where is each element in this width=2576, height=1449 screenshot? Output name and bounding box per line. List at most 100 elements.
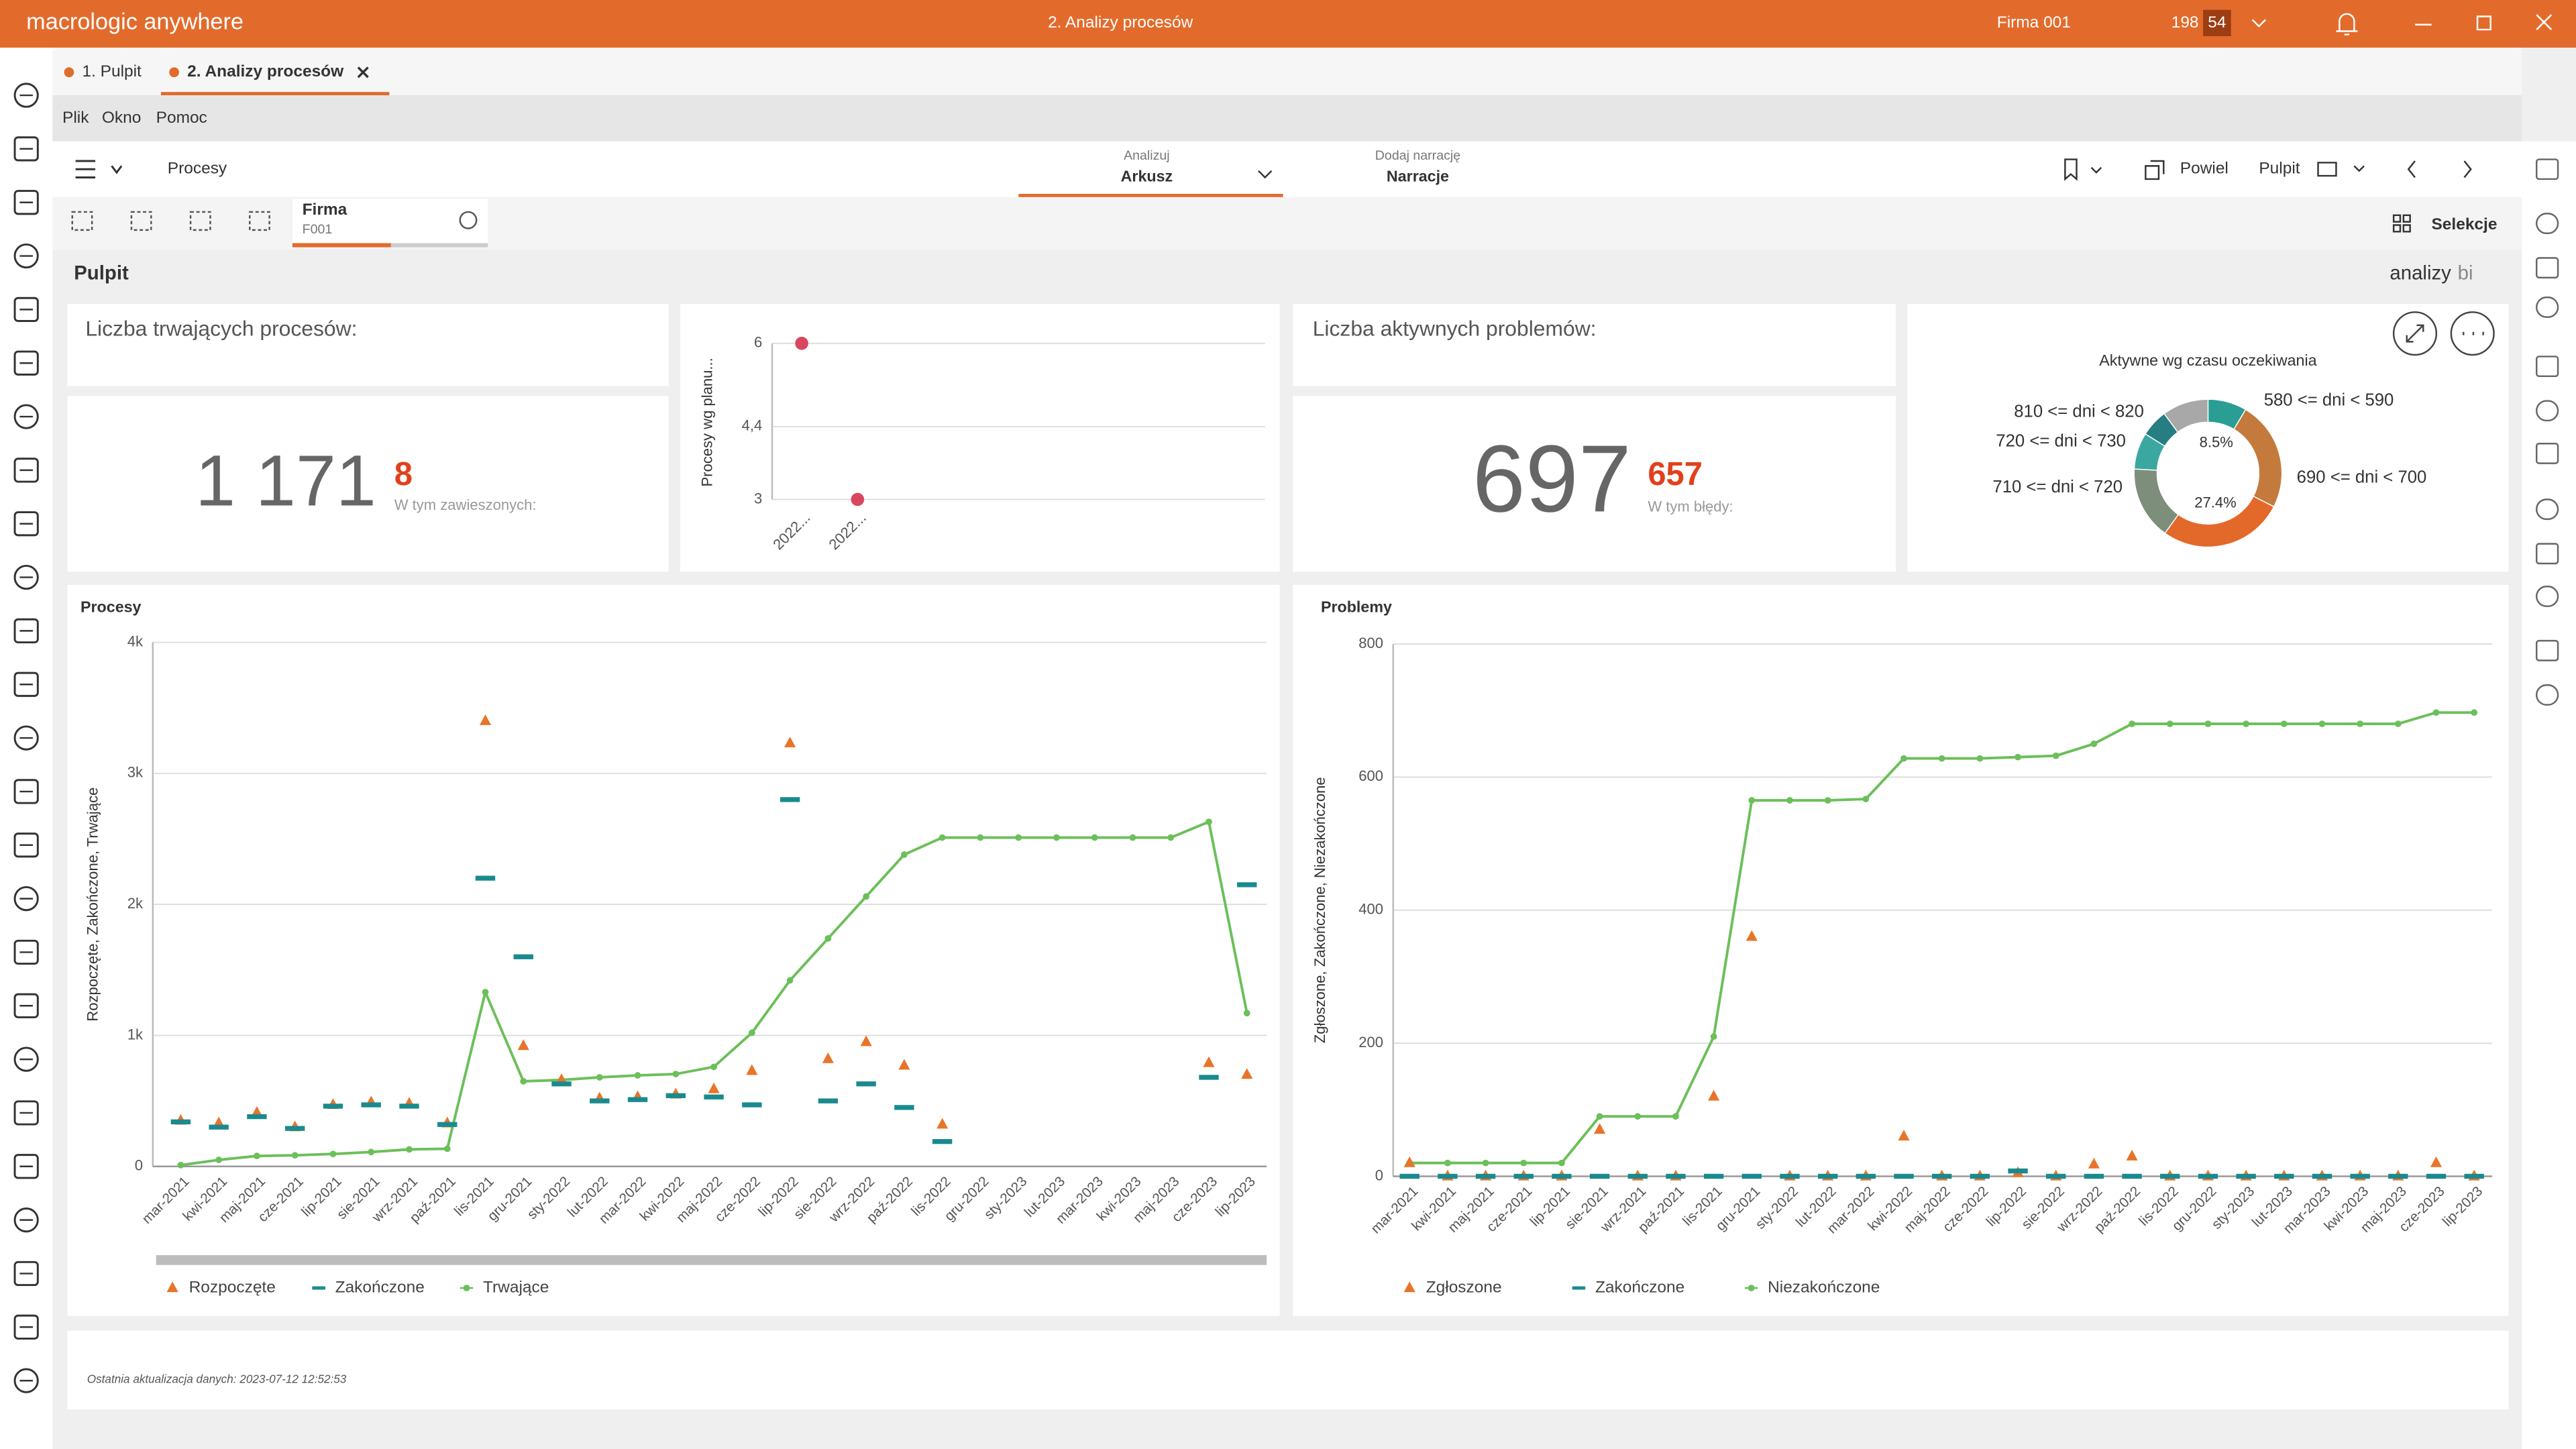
line-point: [1824, 797, 1831, 804]
line-point: [443, 1145, 451, 1152]
menu-item[interactable]: Pomoc: [156, 109, 207, 127]
tab[interactable]: 1. Pulpit: [82, 62, 142, 80]
nav-icon[interactable]: [13, 190, 39, 215]
dash-marker: [1438, 1173, 1458, 1179]
line-point: [1596, 1113, 1603, 1120]
line-point: [1520, 1159, 1527, 1167]
filter-tool[interactable]: [189, 211, 211, 231]
nav-icon[interactable]: [13, 511, 39, 537]
nav-icon[interactable]: [13, 993, 39, 1018]
filter-tool[interactable]: [130, 211, 152, 231]
nav-icon[interactable]: [13, 83, 39, 108]
line-point: [2204, 720, 2212, 727]
nav-icon[interactable]: [13, 833, 39, 858]
nav-icon[interactable]: [13, 404, 39, 429]
kpi-sub-value: 8: [394, 456, 413, 492]
dropdown[interactable]: [2251, 19, 2267, 28]
filter-box[interactable]: [292, 199, 488, 247]
filter-tool[interactable]: [249, 211, 270, 231]
dash-marker: [2160, 1173, 2180, 1179]
window-controls[interactable]: [2415, 14, 2553, 31]
nav-icon[interactable]: [13, 1154, 39, 1179]
line-point: [520, 1077, 527, 1085]
duplicate-icon[interactable]: [2145, 160, 2165, 180]
nav-icon[interactable]: [13, 885, 39, 912]
nav-icons[interactable]: [2317, 160, 2472, 178]
scrollbar[interactable]: [156, 1255, 1267, 1265]
tab-close[interactable]: [357, 66, 369, 78]
selections[interactable]: Selekcje: [2431, 215, 2497, 233]
selections-icon[interactable]: [2392, 214, 2411, 233]
tool-icon[interactable]: [2536, 257, 2559, 279]
dash-marker: [2236, 1173, 2256, 1179]
menu-item[interactable]: Plik: [62, 109, 89, 127]
tool-icon[interactable]: [2536, 543, 2559, 565]
nav-icon[interactable]: [13, 243, 39, 269]
tool-icon[interactable]: [2536, 586, 2559, 607]
tool-icon[interactable]: [2536, 639, 2559, 661]
kpi-title: Liczba trwających procesów:: [85, 317, 357, 341]
dropdown[interactable]: [1258, 170, 1273, 179]
left-sidebar: [0, 48, 53, 1449]
nav-icon[interactable]: [13, 779, 39, 804]
dash-marker: [932, 1138, 953, 1144]
nav-icon[interactable]: [13, 1046, 39, 1072]
tool-icon[interactable]: [2536, 443, 2559, 464]
line-point: [2015, 753, 2021, 761]
nav-icon[interactable]: [13, 1314, 39, 1340]
duplicate[interactable]: Powiel: [2180, 160, 2229, 178]
nav-icon[interactable]: [13, 297, 39, 322]
nav-icon[interactable]: [13, 136, 39, 162]
company[interactable]: Firma 001: [1997, 13, 2071, 32]
line-point: [2357, 720, 2364, 727]
tool-icon[interactable]: [2536, 356, 2559, 378]
dash-marker: [2312, 1173, 2332, 1179]
dash-marker: [704, 1094, 724, 1099]
window-title: 2. Analizy procesów: [1048, 13, 1193, 32]
nav-icon[interactable]: [13, 350, 39, 376]
filter-tool[interactable]: [71, 211, 93, 231]
dash-marker: [1932, 1173, 1952, 1179]
triangle-marker: [1241, 1068, 1253, 1079]
tab[interactable]: 2. Analizy procesów: [187, 62, 344, 80]
nav-icon[interactable]: [13, 564, 39, 590]
tool-icon[interactable]: [2536, 297, 2559, 318]
dash-marker: [1817, 1173, 1838, 1179]
legend-label: Niezakończone: [1768, 1278, 1880, 1296]
line-point: [2280, 720, 2288, 727]
nav-icon[interactable]: [13, 1368, 39, 1393]
legend-marker: [166, 1281, 178, 1293]
nav-icon[interactable]: [13, 1100, 39, 1126]
triangle-marker: [251, 1106, 263, 1117]
nav-icon[interactable]: [13, 1260, 39, 1287]
y-tick-label: 0: [135, 1157, 143, 1174]
page-title: Pulpit: [74, 262, 129, 284]
bookmark[interactable]: [2064, 158, 2102, 181]
dash-marker: [2198, 1173, 2218, 1179]
bell[interactable]: [2336, 13, 2358, 36]
nav-icon[interactable]: [13, 725, 39, 751]
nav-icon[interactable]: [13, 618, 39, 644]
narration-value[interactable]: Narracje: [1387, 168, 1449, 185]
y-axis-label: Zgłoszone, Zakończone, Niezakończone: [1311, 777, 1328, 1043]
line-point: [1167, 834, 1175, 841]
legend-label: Zakończone: [1595, 1278, 1684, 1296]
nav-icon[interactable]: [13, 1207, 39, 1233]
menu-item[interactable]: Okno: [102, 109, 141, 127]
nav-icon[interactable]: [13, 458, 39, 483]
tool-icon[interactable]: [2536, 158, 2559, 180]
dash-marker: [2046, 1173, 2066, 1179]
hamburger[interactable]: [75, 160, 123, 178]
dashboard-button[interactable]: Pulpit: [2259, 160, 2300, 178]
tool-icon[interactable]: [2536, 400, 2559, 422]
tool-icon[interactable]: [2536, 213, 2559, 234]
analyze-label: Analizuj: [1124, 148, 1170, 163]
tool-icon[interactable]: [2536, 684, 2559, 706]
nav-icon[interactable]: [13, 672, 39, 697]
dash-marker: [1552, 1173, 1572, 1179]
filter-clear[interactable]: [459, 211, 478, 229]
tool-icon[interactable]: [2536, 498, 2559, 521]
nav-icon[interactable]: [13, 939, 39, 965]
line-point: [406, 1146, 413, 1153]
analyze-value[interactable]: Arkusz: [1121, 168, 1173, 185]
